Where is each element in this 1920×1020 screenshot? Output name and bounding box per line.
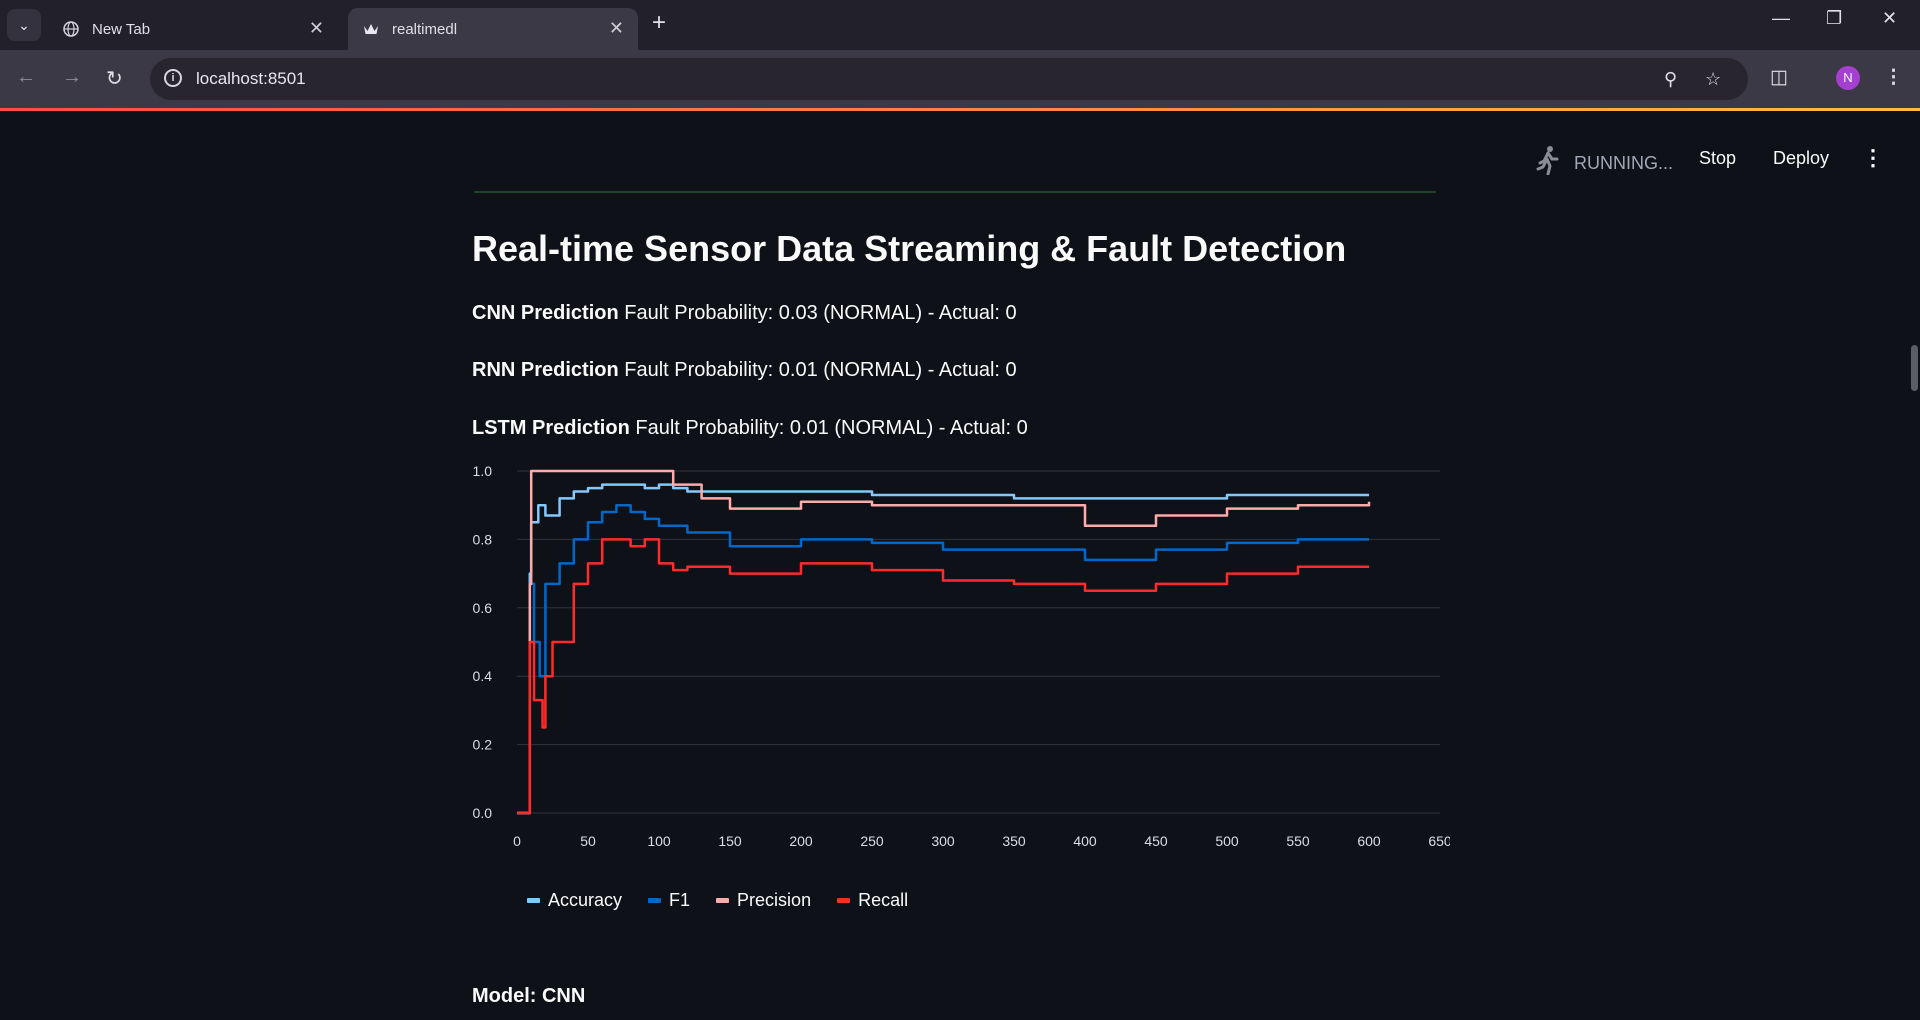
close-tab-icon[interactable]: ✕ — [608, 18, 624, 38]
running-label: RUNNING... — [1574, 153, 1673, 173]
lstm-prediction: LSTM Prediction Fault Probability: 0.01 … — [472, 417, 1028, 440]
bookmark-star-icon[interactable]: ☆ — [1705, 69, 1722, 89]
prediction-text: Fault Probability: 0.01 (NORMAL) - Actua… — [624, 359, 1017, 381]
close-window-icon[interactable]: ✕ — [1882, 8, 1898, 28]
chevron-down-icon: ⌄ — [18, 16, 30, 33]
address-bar[interactable]: i localhost:8501 ⚲ ☆ — [150, 58, 1748, 100]
section-divider — [474, 191, 1436, 193]
legend-item-recall[interactable]: Recall — [837, 890, 908, 911]
x-tick-label: 150 — [718, 833, 742, 849]
y-tick-label: 1.0 — [473, 463, 493, 479]
prediction-label: LSTM Prediction — [472, 417, 630, 439]
metrics-chart-svg: 0.0 0.2 0.4 0.6 0.8 1.0 0 50 100 150 200 250 300 350 4… — [473, 463, 1452, 849]
crown-icon — [362, 20, 380, 38]
x-tick-label: 650 — [1428, 833, 1450, 849]
forward-arrow-icon[interactable]: → — [62, 66, 82, 88]
tab-title: realtimedl — [392, 20, 458, 38]
page-title: Real-time Sensor Data Streaming & Fault … — [472, 228, 1347, 269]
tab-search-button[interactable]: ⌄ — [7, 9, 41, 41]
legend-item-f1[interactable]: F1 — [648, 890, 690, 911]
x-tick-label: 400 — [1073, 833, 1097, 849]
series-line-precision — [517, 469, 1371, 815]
series-line-accuracy — [517, 483, 1369, 815]
legend-label: F1 — [669, 890, 691, 910]
legend-item-accuracy[interactable]: Accuracy — [527, 890, 622, 911]
browser-toolbar: ← → ↻ i localhost:8501 ⚲ ☆ ◫ ⋮ — [0, 50, 1920, 108]
page-scrollbar[interactable] — [1911, 345, 1918, 391]
browser-tab-realtimedl[interactable]: realtimedl ✕ — [348, 8, 638, 50]
x-tick-label: 300 — [931, 833, 955, 849]
series-line-f1 — [517, 503, 1369, 815]
restore-icon[interactable]: ❐ — [1826, 8, 1843, 28]
browser-tabstrip: ⌄ New Tab ✕ realtimedl ✕ + — ❐ ✕ — [0, 0, 1920, 50]
x-tick-label: 200 — [789, 833, 813, 849]
legend-label: Accuracy — [548, 890, 623, 910]
x-tick-label: 0 — [513, 833, 521, 849]
running-man-icon — [1536, 145, 1560, 182]
prediction-text: Fault Probability: 0.03 (NORMAL) - Actua… — [624, 302, 1017, 324]
browser-menu-icon[interactable]: ⋮ — [1884, 67, 1903, 88]
x-tick-label: 600 — [1357, 833, 1381, 849]
x-tick-label: 500 — [1215, 833, 1239, 849]
globe-icon — [62, 20, 80, 38]
legend-item-precision[interactable]: Precision — [716, 890, 811, 911]
cnn-prediction: CNN Prediction Fault Probability: 0.03 (… — [472, 302, 1017, 325]
close-tab-icon[interactable]: ✕ — [308, 18, 324, 38]
site-info-icon[interactable]: i — [164, 69, 182, 87]
legend-swatch — [837, 898, 851, 903]
prediction-text: Fault Probability: 0.01 (NORMAL) - Actua… — [635, 417, 1028, 439]
new-tab-plus-icon[interactable]: + — [652, 9, 667, 36]
app-menu-icon[interactable]: ⋮ — [1862, 145, 1884, 170]
chart-legend: Accuracy F1 Precision Recall — [527, 890, 908, 911]
x-tick-label: 450 — [1144, 833, 1168, 849]
extensions-puzzle-icon[interactable]: ◫ — [1770, 67, 1788, 88]
x-tick-label: 250 — [860, 833, 884, 849]
profile-avatar[interactable]: N — [1836, 66, 1860, 90]
legend-swatch — [648, 898, 662, 903]
x-tick-label: 100 — [647, 833, 671, 849]
x-tick-label: 550 — [1286, 833, 1310, 849]
y-tick-label: 0.0 — [473, 805, 493, 821]
tab-title: New Tab — [92, 20, 151, 38]
reload-icon[interactable]: ↻ — [106, 68, 123, 90]
y-tick-label: 0.2 — [473, 737, 493, 753]
rnn-prediction: RNN Prediction Fault Probability: 0.01 (… — [472, 359, 1017, 382]
y-tick-label: 0.8 — [473, 531, 493, 547]
zoom-icon[interactable]: ⚲ — [1664, 69, 1678, 89]
prediction-label: CNN Prediction — [472, 302, 619, 324]
back-arrow-icon[interactable]: ← — [16, 66, 36, 88]
series-line-recall — [517, 538, 1369, 815]
model-label: Model: CNN — [472, 985, 586, 1007]
legend-swatch — [527, 898, 540, 903]
minimize-icon[interactable]: — — [1772, 8, 1790, 28]
prediction-label: RNN Prediction — [472, 359, 619, 381]
running-status: RUNNING... — [1536, 145, 1673, 182]
stop-button[interactable]: Stop — [1699, 148, 1737, 168]
header-decoration-bar — [0, 108, 1920, 111]
legend-swatch — [716, 898, 730, 903]
legend-label: Precision — [737, 890, 812, 910]
x-tick-label: 350 — [1002, 833, 1026, 849]
metrics-chart[interactable]: 0.0 0.2 0.4 0.6 0.8 1.0 0 50 100 150 200 250 300 350 4… — [460, 460, 1452, 940]
y-tick-label: 0.4 — [473, 668, 493, 684]
browser-tab-newtab[interactable]: New Tab ✕ — [48, 8, 338, 50]
y-tick-label: 0.6 — [473, 600, 493, 616]
url-text[interactable]: localhost:8501 — [196, 69, 306, 88]
deploy-button[interactable]: Deploy — [1773, 148, 1830, 168]
x-tick-label: 50 — [580, 833, 596, 849]
legend-label: Recall — [858, 890, 909, 910]
